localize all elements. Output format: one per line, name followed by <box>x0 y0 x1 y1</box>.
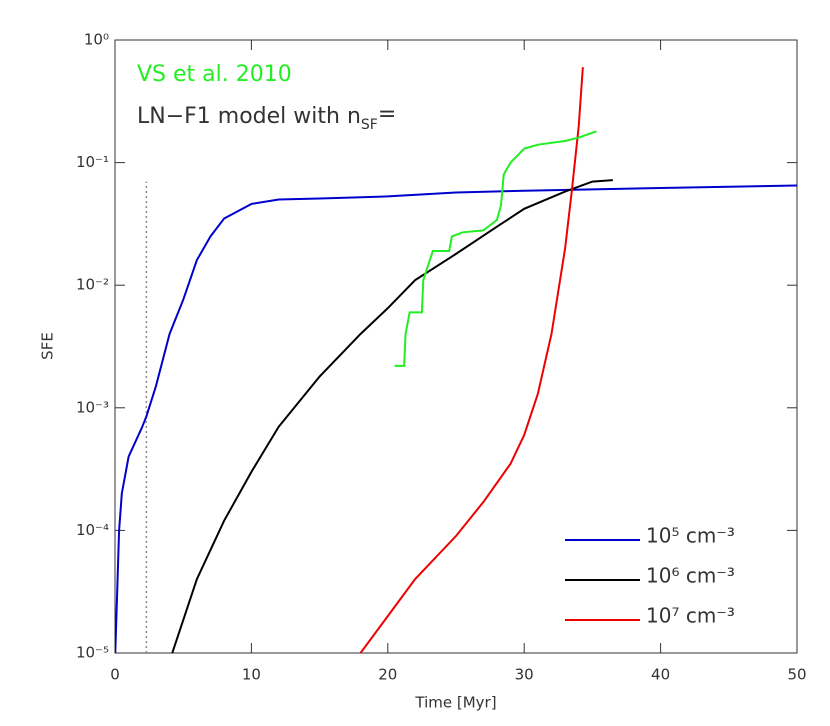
line <box>394 130 597 367</box>
x-tick-label: 50 <box>787 666 806 684</box>
annotation-tail: = <box>378 102 396 127</box>
legend-label: 10⁶ cm⁻³ <box>646 564 735 588</box>
annotation: VS et al. 2010 <box>137 62 292 87</box>
legend-label: 10⁵ cm⁻³ <box>646 524 735 548</box>
x-tick-label: 40 <box>651 666 670 684</box>
annotation: LN−F1 model with nSF= <box>137 102 396 133</box>
x-tick-label: 30 <box>515 666 534 684</box>
line <box>171 179 613 653</box>
annotation-text: LN−F1 model with n <box>137 104 361 129</box>
y-tick-label: 10⁻² <box>76 276 109 294</box>
x-tick-label: 10 <box>242 666 261 684</box>
x-tick-label: 20 <box>378 666 397 684</box>
y-tick-label: 10⁰ <box>84 31 109 49</box>
y-tick-label: 10⁻⁴ <box>76 521 109 539</box>
annotation-text: VS et al. 2010 <box>137 62 292 87</box>
line <box>115 184 797 653</box>
annotation-sub: SF <box>361 117 378 133</box>
y-tick-label: 10⁻¹ <box>76 153 109 171</box>
line <box>359 67 584 653</box>
y-axis-label: SFE <box>39 332 57 360</box>
y-tick-label: 10⁻⁵ <box>76 644 109 662</box>
plot-frame <box>114 39 798 654</box>
x-axis-label: Time [Myr] <box>414 694 496 712</box>
x-tick-label: 0 <box>110 666 120 684</box>
y-tick-label: 10⁻³ <box>76 398 109 416</box>
legend-label: 10⁷ cm⁻³ <box>646 604 735 628</box>
